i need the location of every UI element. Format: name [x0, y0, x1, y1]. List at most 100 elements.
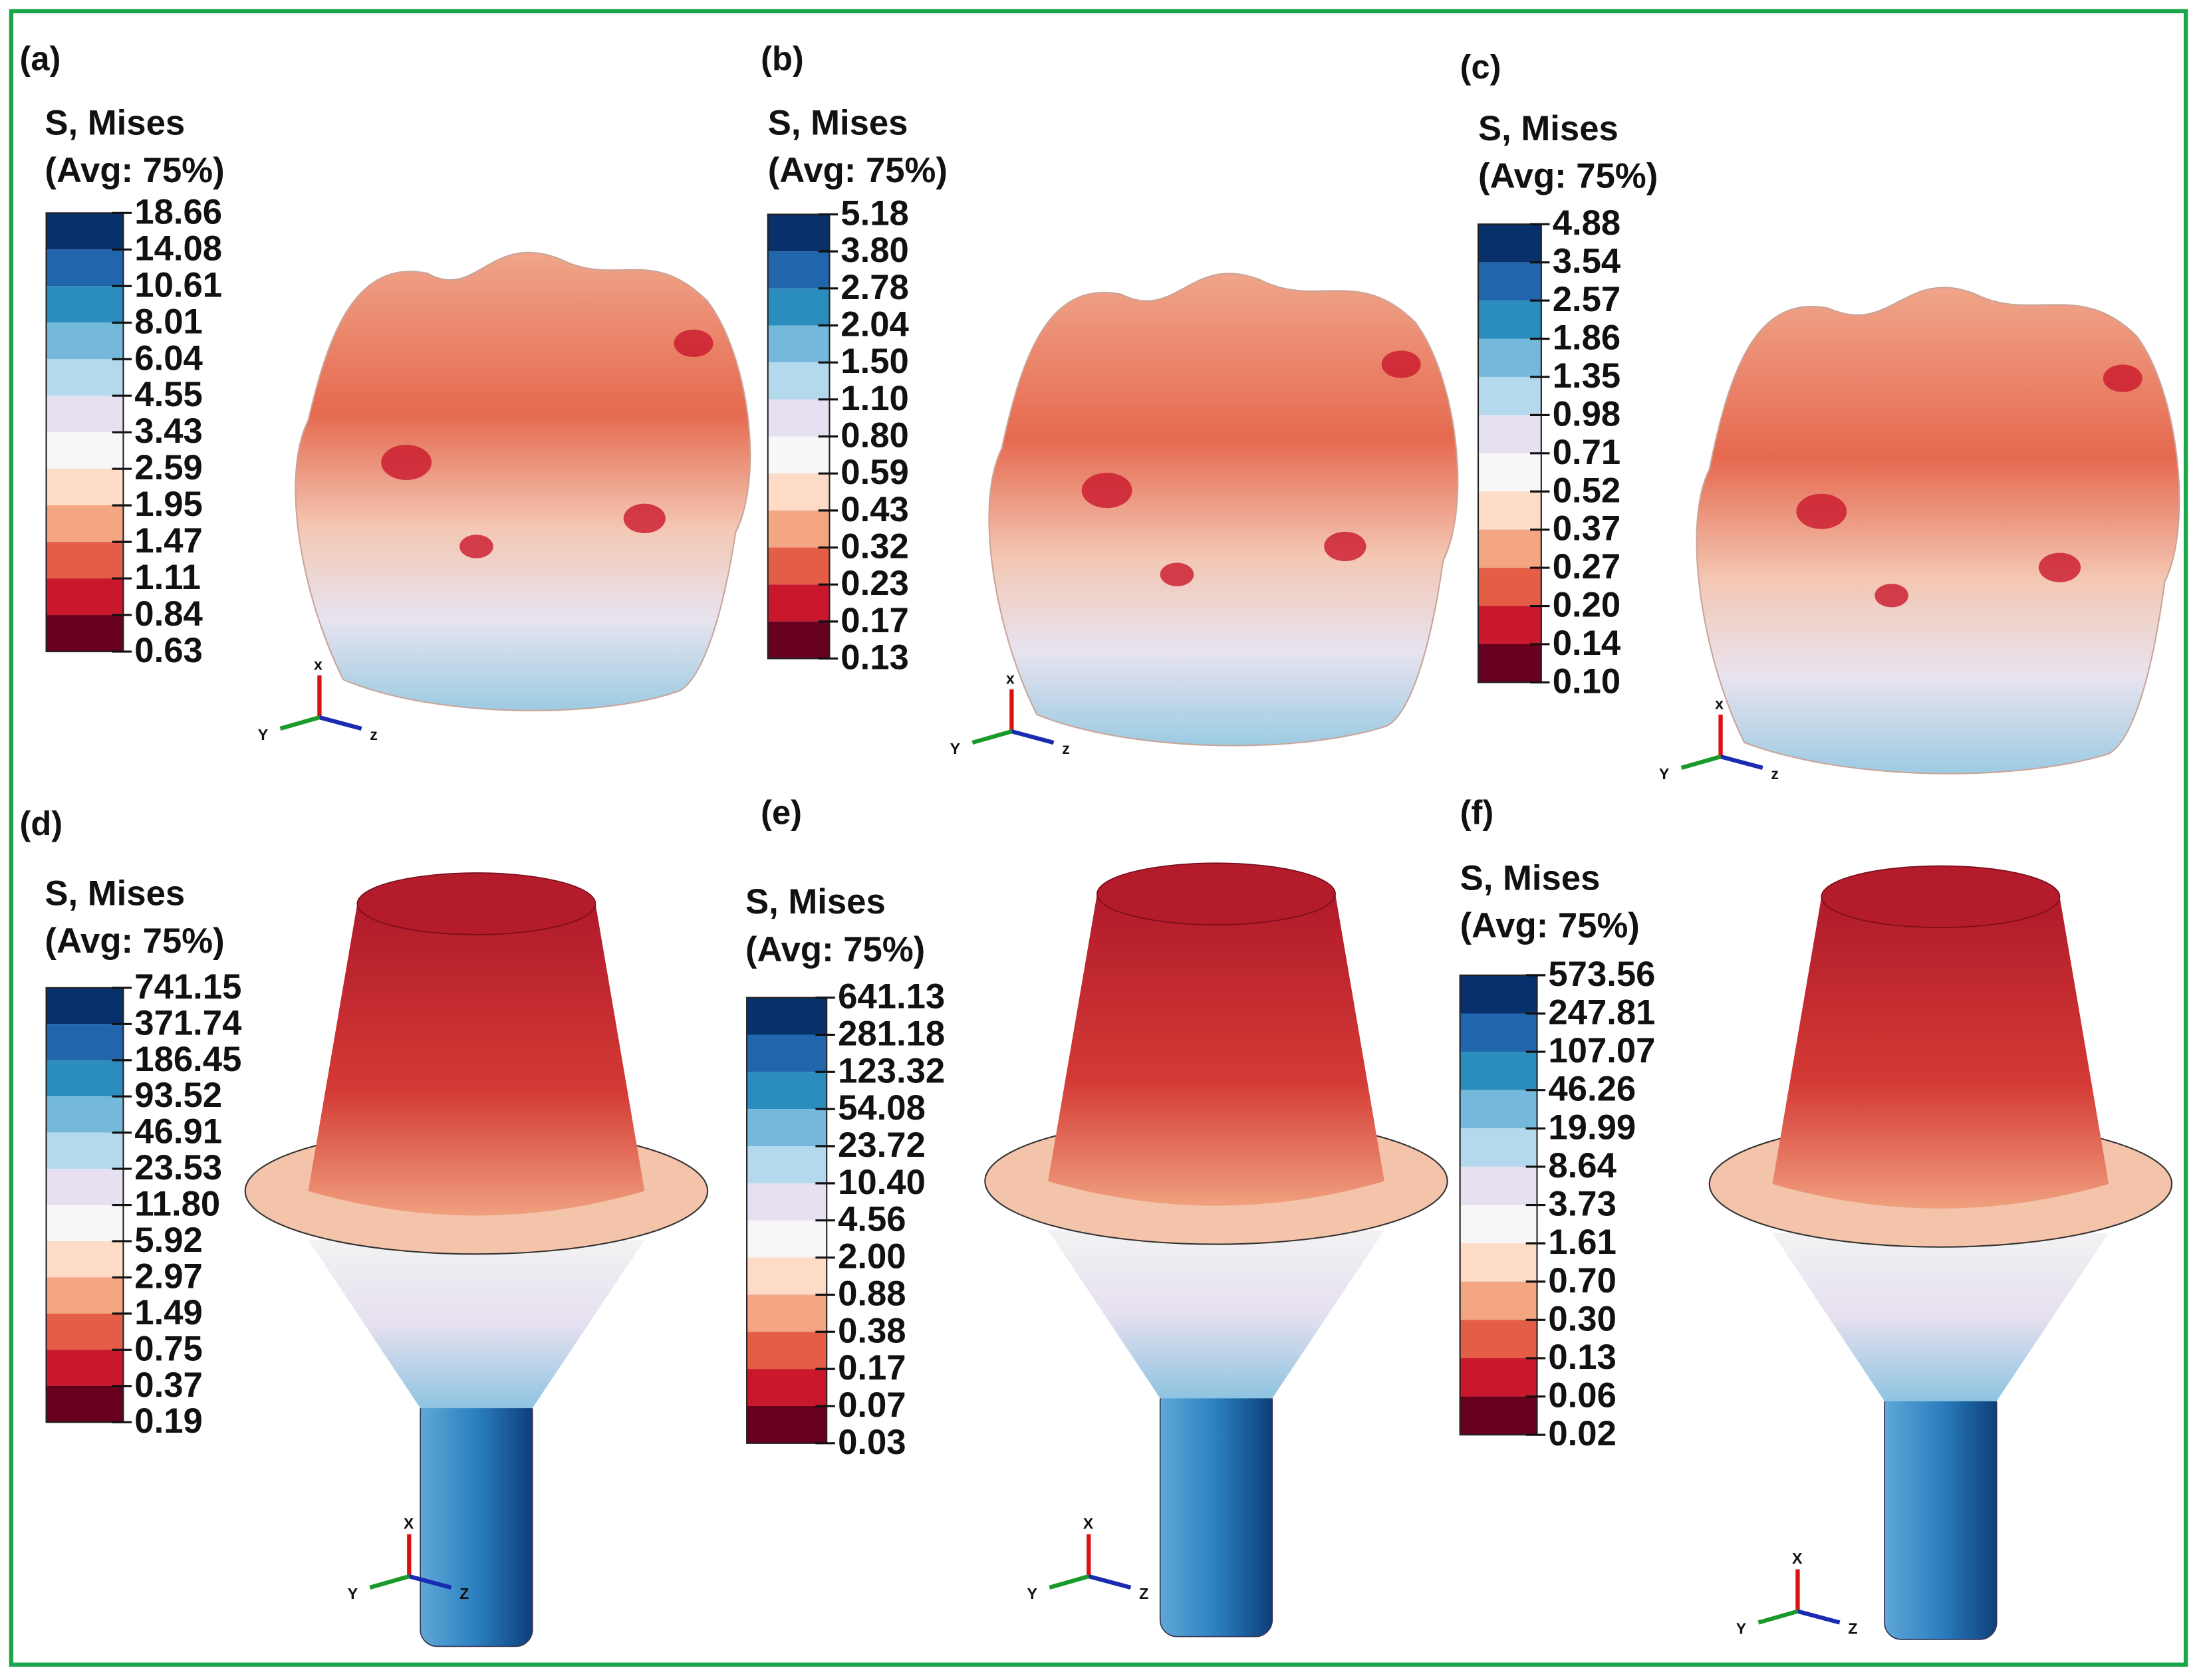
triad-label: z — [370, 726, 378, 743]
legend-value: 0.17 — [840, 601, 909, 640]
triad-label: Y — [1659, 765, 1670, 782]
legend-band — [747, 1294, 827, 1332]
legend-band — [1460, 1281, 1537, 1320]
legend-value: 46.26 — [1548, 1070, 1636, 1109]
panel-label: (a) — [20, 39, 61, 77]
legend-value: 3.43 — [134, 412, 203, 451]
legend-band — [46, 1060, 124, 1097]
triad-y — [279, 715, 321, 731]
legend-band — [46, 578, 124, 616]
stress-spot — [2038, 552, 2081, 582]
legend-band — [46, 1313, 124, 1350]
legend-band — [767, 251, 830, 289]
legend-band — [46, 322, 124, 360]
legend-value: 1.47 — [134, 521, 203, 560]
legend-band — [767, 325, 830, 363]
legend-title: (Avg: 75%) — [45, 151, 224, 190]
legend-value: 186.45 — [134, 1040, 241, 1079]
triad-z — [408, 1574, 452, 1590]
legend-value: 0.80 — [840, 416, 909, 455]
triad-y — [1680, 755, 1722, 770]
legend-value: 1.86 — [1553, 318, 1621, 358]
legend-value: 0.52 — [1553, 471, 1621, 510]
legend-band — [747, 1183, 827, 1221]
legend-value: 0.38 — [838, 1311, 906, 1350]
triad-label: X — [404, 1514, 414, 1532]
triad-label: Y — [950, 740, 961, 757]
triad-z — [1720, 755, 1763, 771]
legend-band — [46, 1169, 124, 1205]
abutment-post — [308, 903, 645, 1216]
triad-label: Y — [1736, 1620, 1747, 1637]
legend-band — [1460, 1013, 1537, 1052]
legend-value: 5.92 — [134, 1221, 203, 1260]
legend-band — [46, 1205, 124, 1241]
legend-value: 0.75 — [134, 1329, 203, 1368]
axis-triad: X Y Z — [1027, 1514, 1149, 1602]
triad-z — [1797, 1609, 1841, 1625]
axis-triad: x Y z — [950, 670, 1070, 757]
legend-title: (Avg: 75%) — [1460, 906, 1640, 945]
legend-value: 2.04 — [840, 305, 909, 344]
legend-value: 0.02 — [1548, 1414, 1616, 1453]
legend-band — [46, 396, 124, 433]
legend-value: 1.95 — [134, 485, 203, 524]
panel-label: (c) — [1460, 48, 1501, 86]
legend-band — [46, 1132, 124, 1169]
legend-band — [1460, 1166, 1537, 1205]
legend-value: 0.06 — [1548, 1376, 1616, 1415]
legend-band — [767, 214, 830, 252]
legend-band — [1478, 224, 1541, 263]
legend-band — [1478, 262, 1541, 301]
legend-value: 0.71 — [1553, 433, 1621, 472]
legend-band — [747, 1146, 827, 1183]
triad-z — [319, 715, 362, 731]
panel-label: (e) — [761, 793, 802, 831]
legend-value: 0.98 — [1553, 394, 1621, 433]
legend-value: 0.17 — [838, 1348, 906, 1387]
legend-title: S, Mises — [745, 882, 886, 921]
triad-label: x — [1715, 695, 1724, 712]
legend-band — [46, 249, 124, 287]
triad-y — [369, 1574, 410, 1590]
abutment-lower-cone — [1048, 1230, 1384, 1399]
legend-value: 0.30 — [1548, 1299, 1616, 1338]
triad-z — [1088, 1574, 1132, 1590]
legend-band — [747, 1034, 827, 1072]
legend-title: (Avg: 75%) — [45, 921, 224, 961]
stress-spot — [1160, 562, 1194, 586]
legend-band — [1478, 300, 1541, 339]
legend-value: 10.61 — [134, 265, 222, 304]
triad-z — [1011, 729, 1055, 745]
legend-band — [46, 432, 124, 469]
legend-title: S, Mises — [45, 874, 185, 913]
legend-band — [767, 584, 830, 622]
legend-value: 19.99 — [1548, 1108, 1636, 1147]
legend-band — [1478, 644, 1541, 683]
legend-value: 0.27 — [1553, 547, 1621, 586]
legend-value: 93.52 — [134, 1076, 222, 1115]
legend-value: 107.07 — [1548, 1031, 1655, 1070]
legend-value: 0.70 — [1548, 1261, 1616, 1300]
legend-value: 14.08 — [134, 229, 222, 268]
axis-triad: x Y z — [1659, 695, 1779, 782]
legend-value: 4.56 — [838, 1200, 906, 1239]
legend-value: 23.72 — [838, 1126, 926, 1165]
abutment-cylinder — [1884, 1386, 1998, 1640]
legend-value: 2.78 — [840, 268, 909, 307]
legend-band — [767, 436, 830, 474]
stress-spot — [623, 503, 666, 533]
legend-band — [747, 1072, 827, 1110]
legend-band — [46, 359, 124, 396]
legend-value: 0.59 — [840, 453, 909, 492]
legend-value: 573.56 — [1548, 955, 1655, 994]
legend-value: 3.80 — [840, 231, 909, 270]
legend-value: 0.19 — [134, 1401, 203, 1441]
legend-band — [1478, 606, 1541, 644]
legend-band — [1460, 1205, 1537, 1244]
crown-model — [1696, 287, 2180, 775]
legend-value: 18.66 — [134, 192, 222, 231]
legend-value: 46.91 — [134, 1112, 222, 1151]
legend-value: 2.57 — [1553, 280, 1621, 319]
legend-value: 2.00 — [838, 1237, 906, 1276]
